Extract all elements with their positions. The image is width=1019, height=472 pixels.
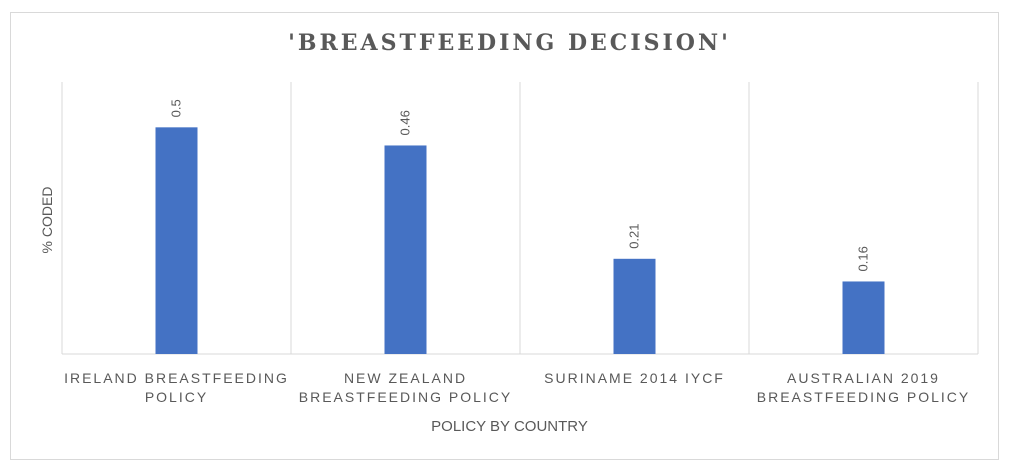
bar-data-label: 0.16 — [856, 246, 871, 271]
bar — [842, 281, 885, 354]
bar — [155, 127, 198, 354]
x-axis-label: POLICY BY COUNTRY — [431, 418, 588, 435]
bar-data-label: 0.46 — [398, 110, 413, 135]
category-label: AUSTRALIAN 2019 — [787, 370, 940, 386]
category-label: BREASTFEEDING POLICY — [757, 389, 970, 405]
category-label: NEW ZEALAND — [344, 370, 467, 386]
bar-data-label: 0.21 — [627, 223, 642, 248]
category-label: SURINAME 2014 IYCF — [544, 370, 725, 386]
category-label: IRELAND BREASTFEEDING — [64, 370, 289, 386]
bar-data-label: 0.5 — [169, 99, 184, 117]
category-label: POLICY — [145, 389, 208, 405]
bar — [384, 145, 427, 354]
category-label: BREASTFEEDING POLICY — [299, 389, 512, 405]
chart-title: 'BREASTFEEDING DECISION' — [288, 30, 731, 56]
bar — [613, 258, 656, 354]
